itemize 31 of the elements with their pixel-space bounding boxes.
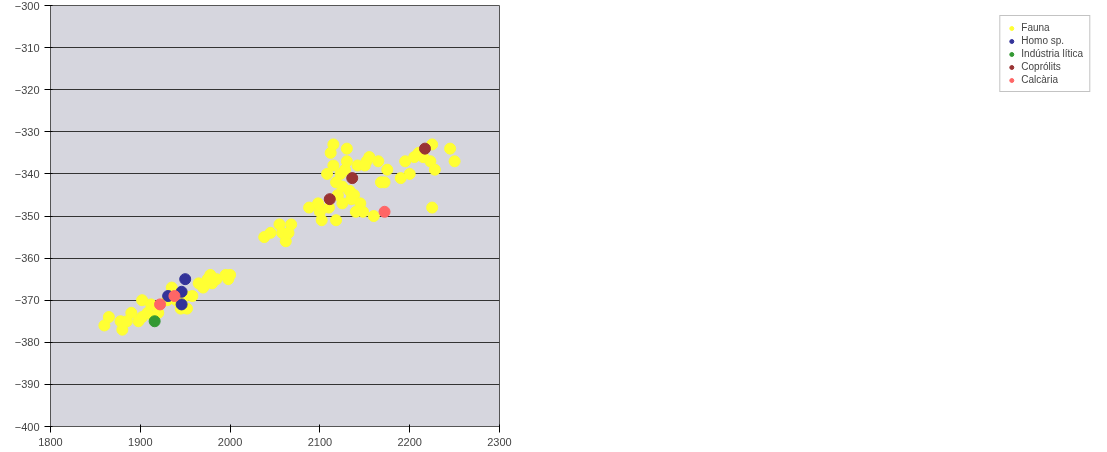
- point: [154, 298, 167, 311]
- x-tick-label: 2100: [307, 435, 333, 448]
- point: [175, 298, 188, 311]
- point: [179, 273, 192, 286]
- y-tick-label: −370: [14, 294, 40, 307]
- point: [148, 315, 161, 328]
- y-tick-label: −310: [14, 41, 40, 54]
- y-tick-label: −390: [14, 378, 40, 391]
- point: [168, 290, 181, 302]
- y-tick-label: −300: [14, 0, 40, 12]
- y-tick-label: −400: [14, 420, 40, 433]
- x-tick-label: 1900: [128, 435, 153, 448]
- y-tick-label: −320: [14, 83, 40, 96]
- x-tick-label: 2000: [217, 435, 243, 448]
- y-tick-label: −360: [14, 252, 40, 265]
- point: [323, 193, 336, 206]
- legend-label: Calcària: [1021, 74, 1058, 85]
- y-tick-label: −330: [14, 125, 40, 138]
- point: [418, 142, 431, 155]
- legend-label: Homo sp.: [1021, 35, 1065, 46]
- y-tick-label: −340: [14, 167, 40, 180]
- legend-label: Fauna: [1021, 22, 1050, 33]
- x-tick-label: 2300: [487, 435, 512, 448]
- y-tick-label: −380: [14, 336, 40, 349]
- x-tick-label: 1800: [38, 435, 63, 448]
- x-tick-label: 2200: [397, 435, 422, 448]
- legend-label: Coprólits: [1021, 61, 1061, 72]
- point: [346, 172, 359, 185]
- legend-label: Indústria lítica: [1021, 48, 1083, 59]
- point: [378, 205, 391, 218]
- y-tick-label: −350: [14, 210, 40, 222]
